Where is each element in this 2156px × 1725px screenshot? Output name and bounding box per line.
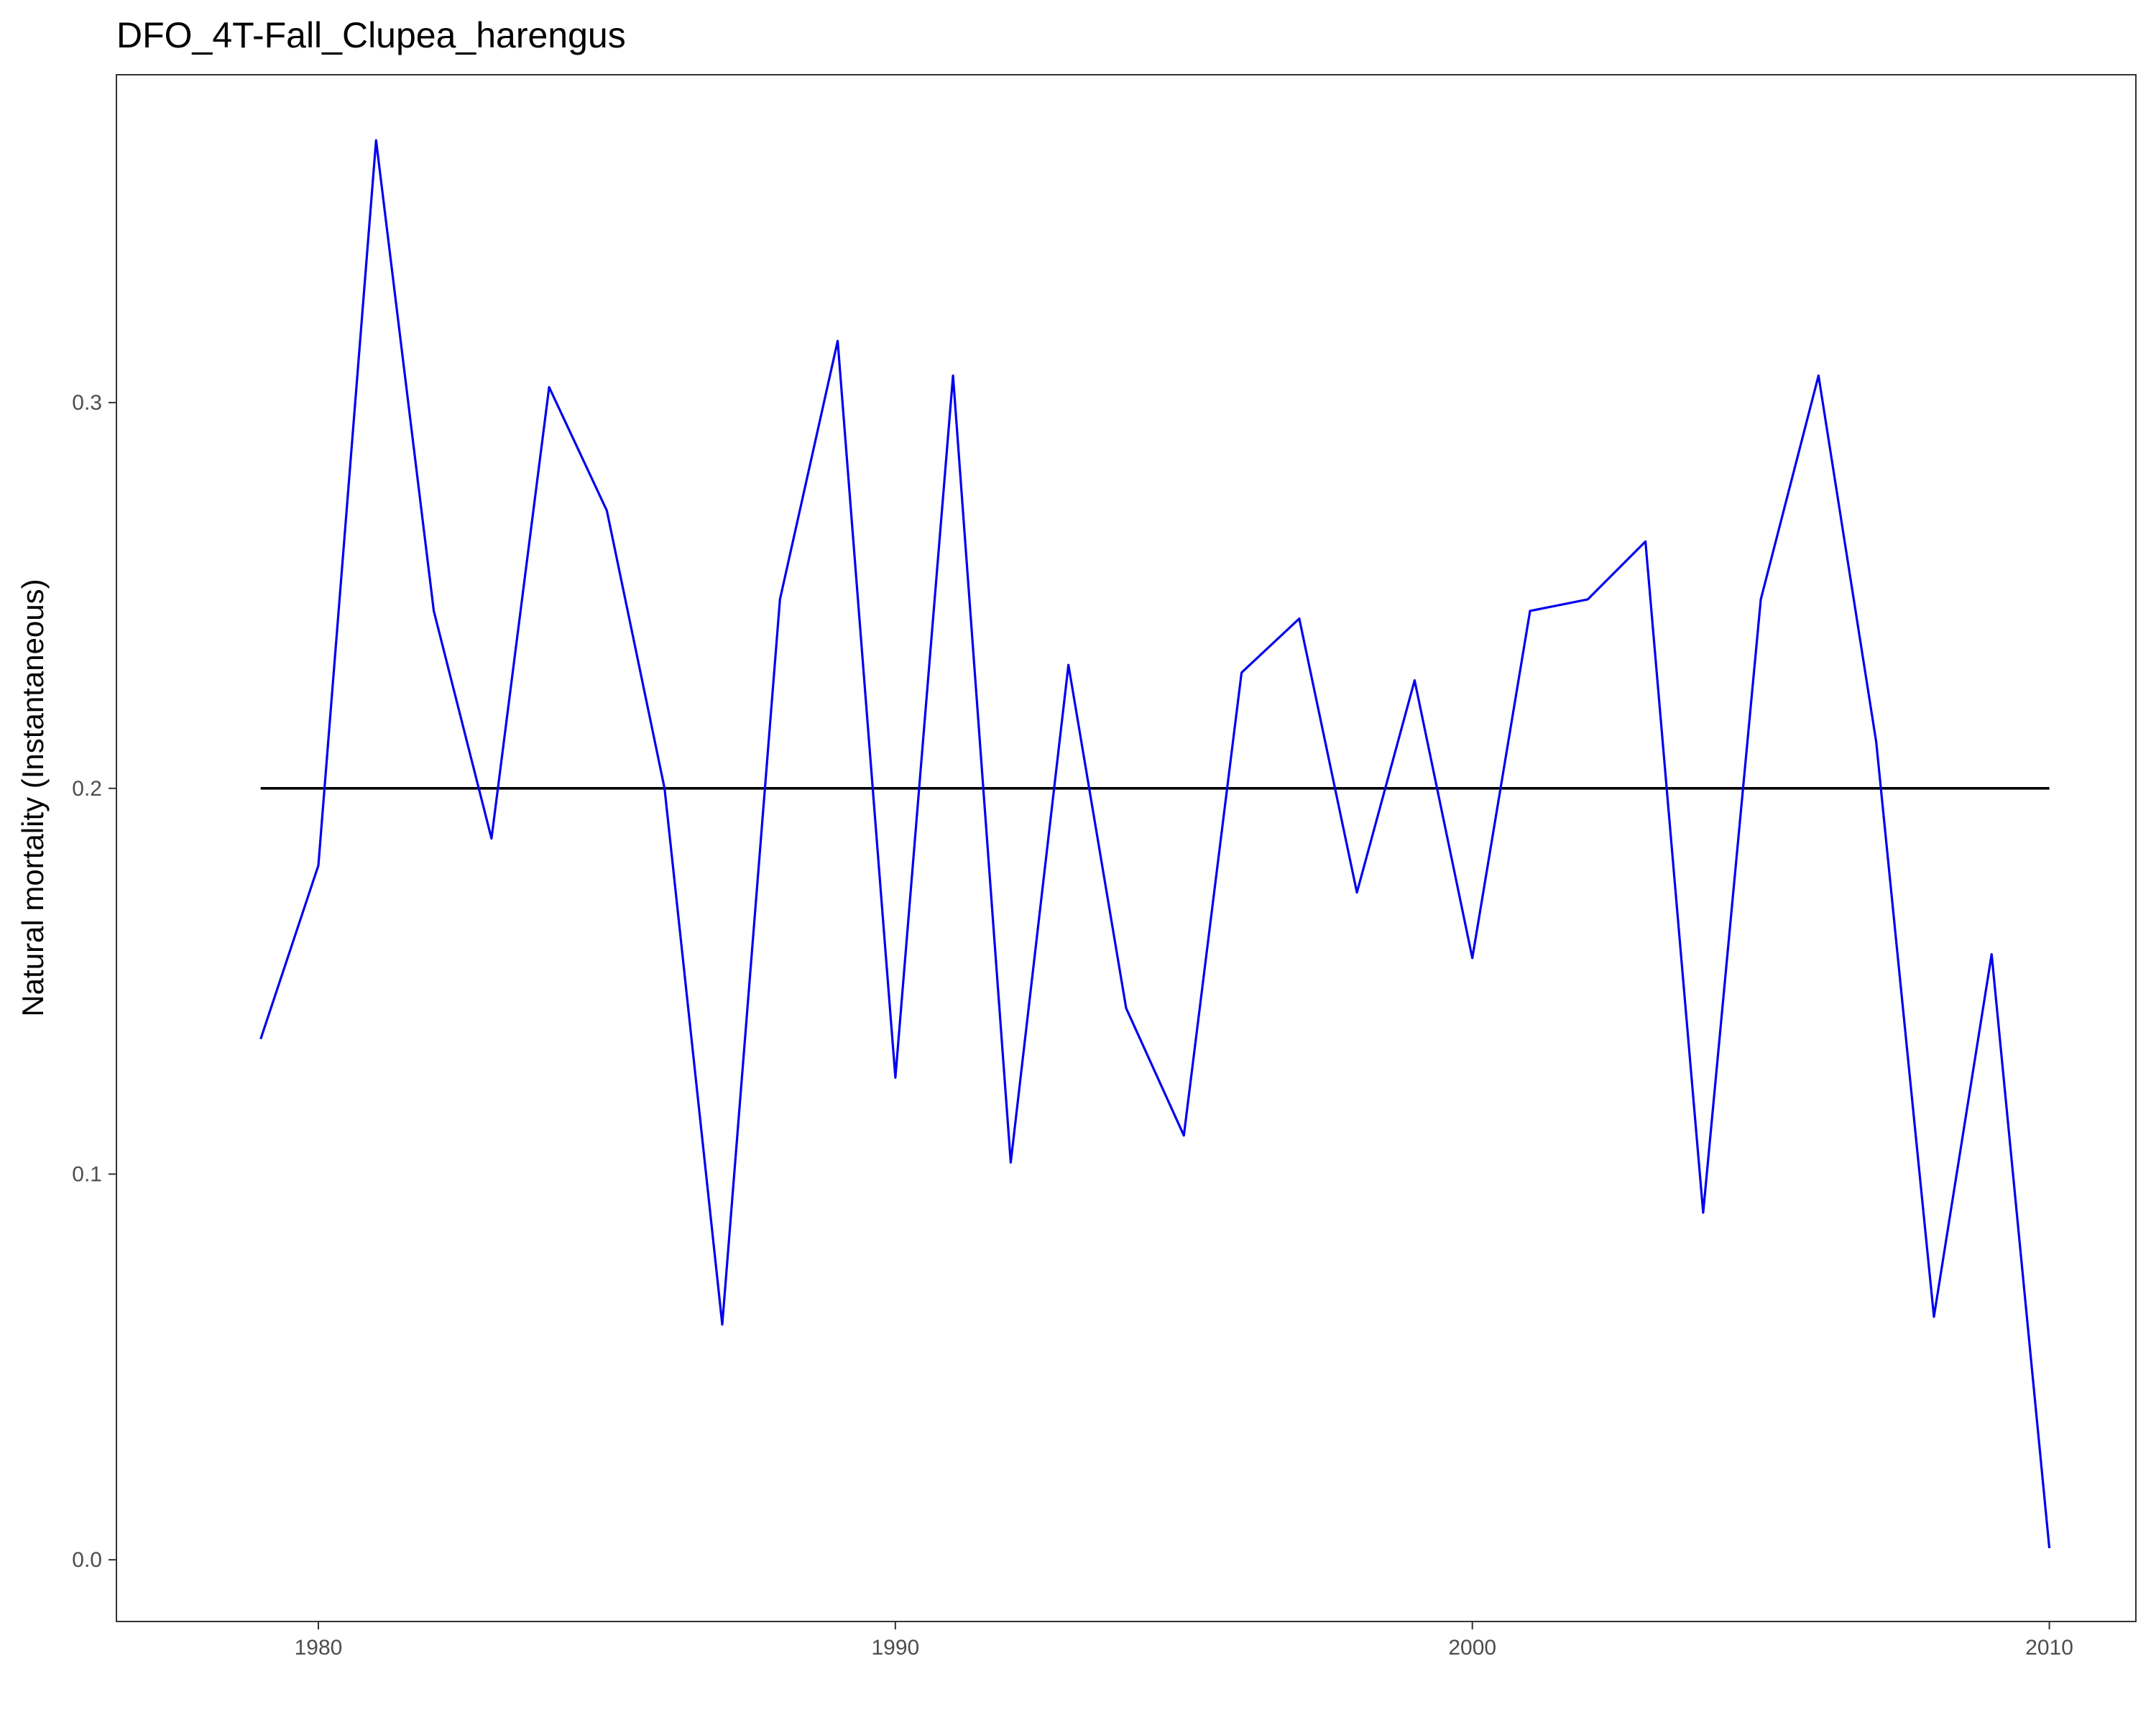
x-axis: 1980 1990 2000 2010 xyxy=(295,1622,2073,1660)
x-tick-label: 2010 xyxy=(2025,1636,2073,1660)
y-tick-label: 0.2 xyxy=(72,777,102,801)
y-tick-label: 0.0 xyxy=(72,1548,102,1572)
y-axis: 0.0 0.1 0.2 0.3 xyxy=(72,391,116,1572)
natural-mortality-line xyxy=(259,139,2051,1549)
series-layer xyxy=(259,139,2051,1549)
chart-title: DFO_4T-Fall_Clupea_harengus xyxy=(116,15,626,55)
x-tick-label: 1990 xyxy=(871,1636,919,1660)
y-tick-label: 0.3 xyxy=(72,391,102,415)
y-tick-label: 0.1 xyxy=(72,1162,102,1186)
x-tick-label: 2000 xyxy=(1448,1636,1496,1660)
x-tick-label: 1980 xyxy=(295,1636,343,1660)
y-axis-label: Natural mortality (Instantaneous) xyxy=(16,579,50,1016)
plot-panel xyxy=(116,74,2137,1622)
